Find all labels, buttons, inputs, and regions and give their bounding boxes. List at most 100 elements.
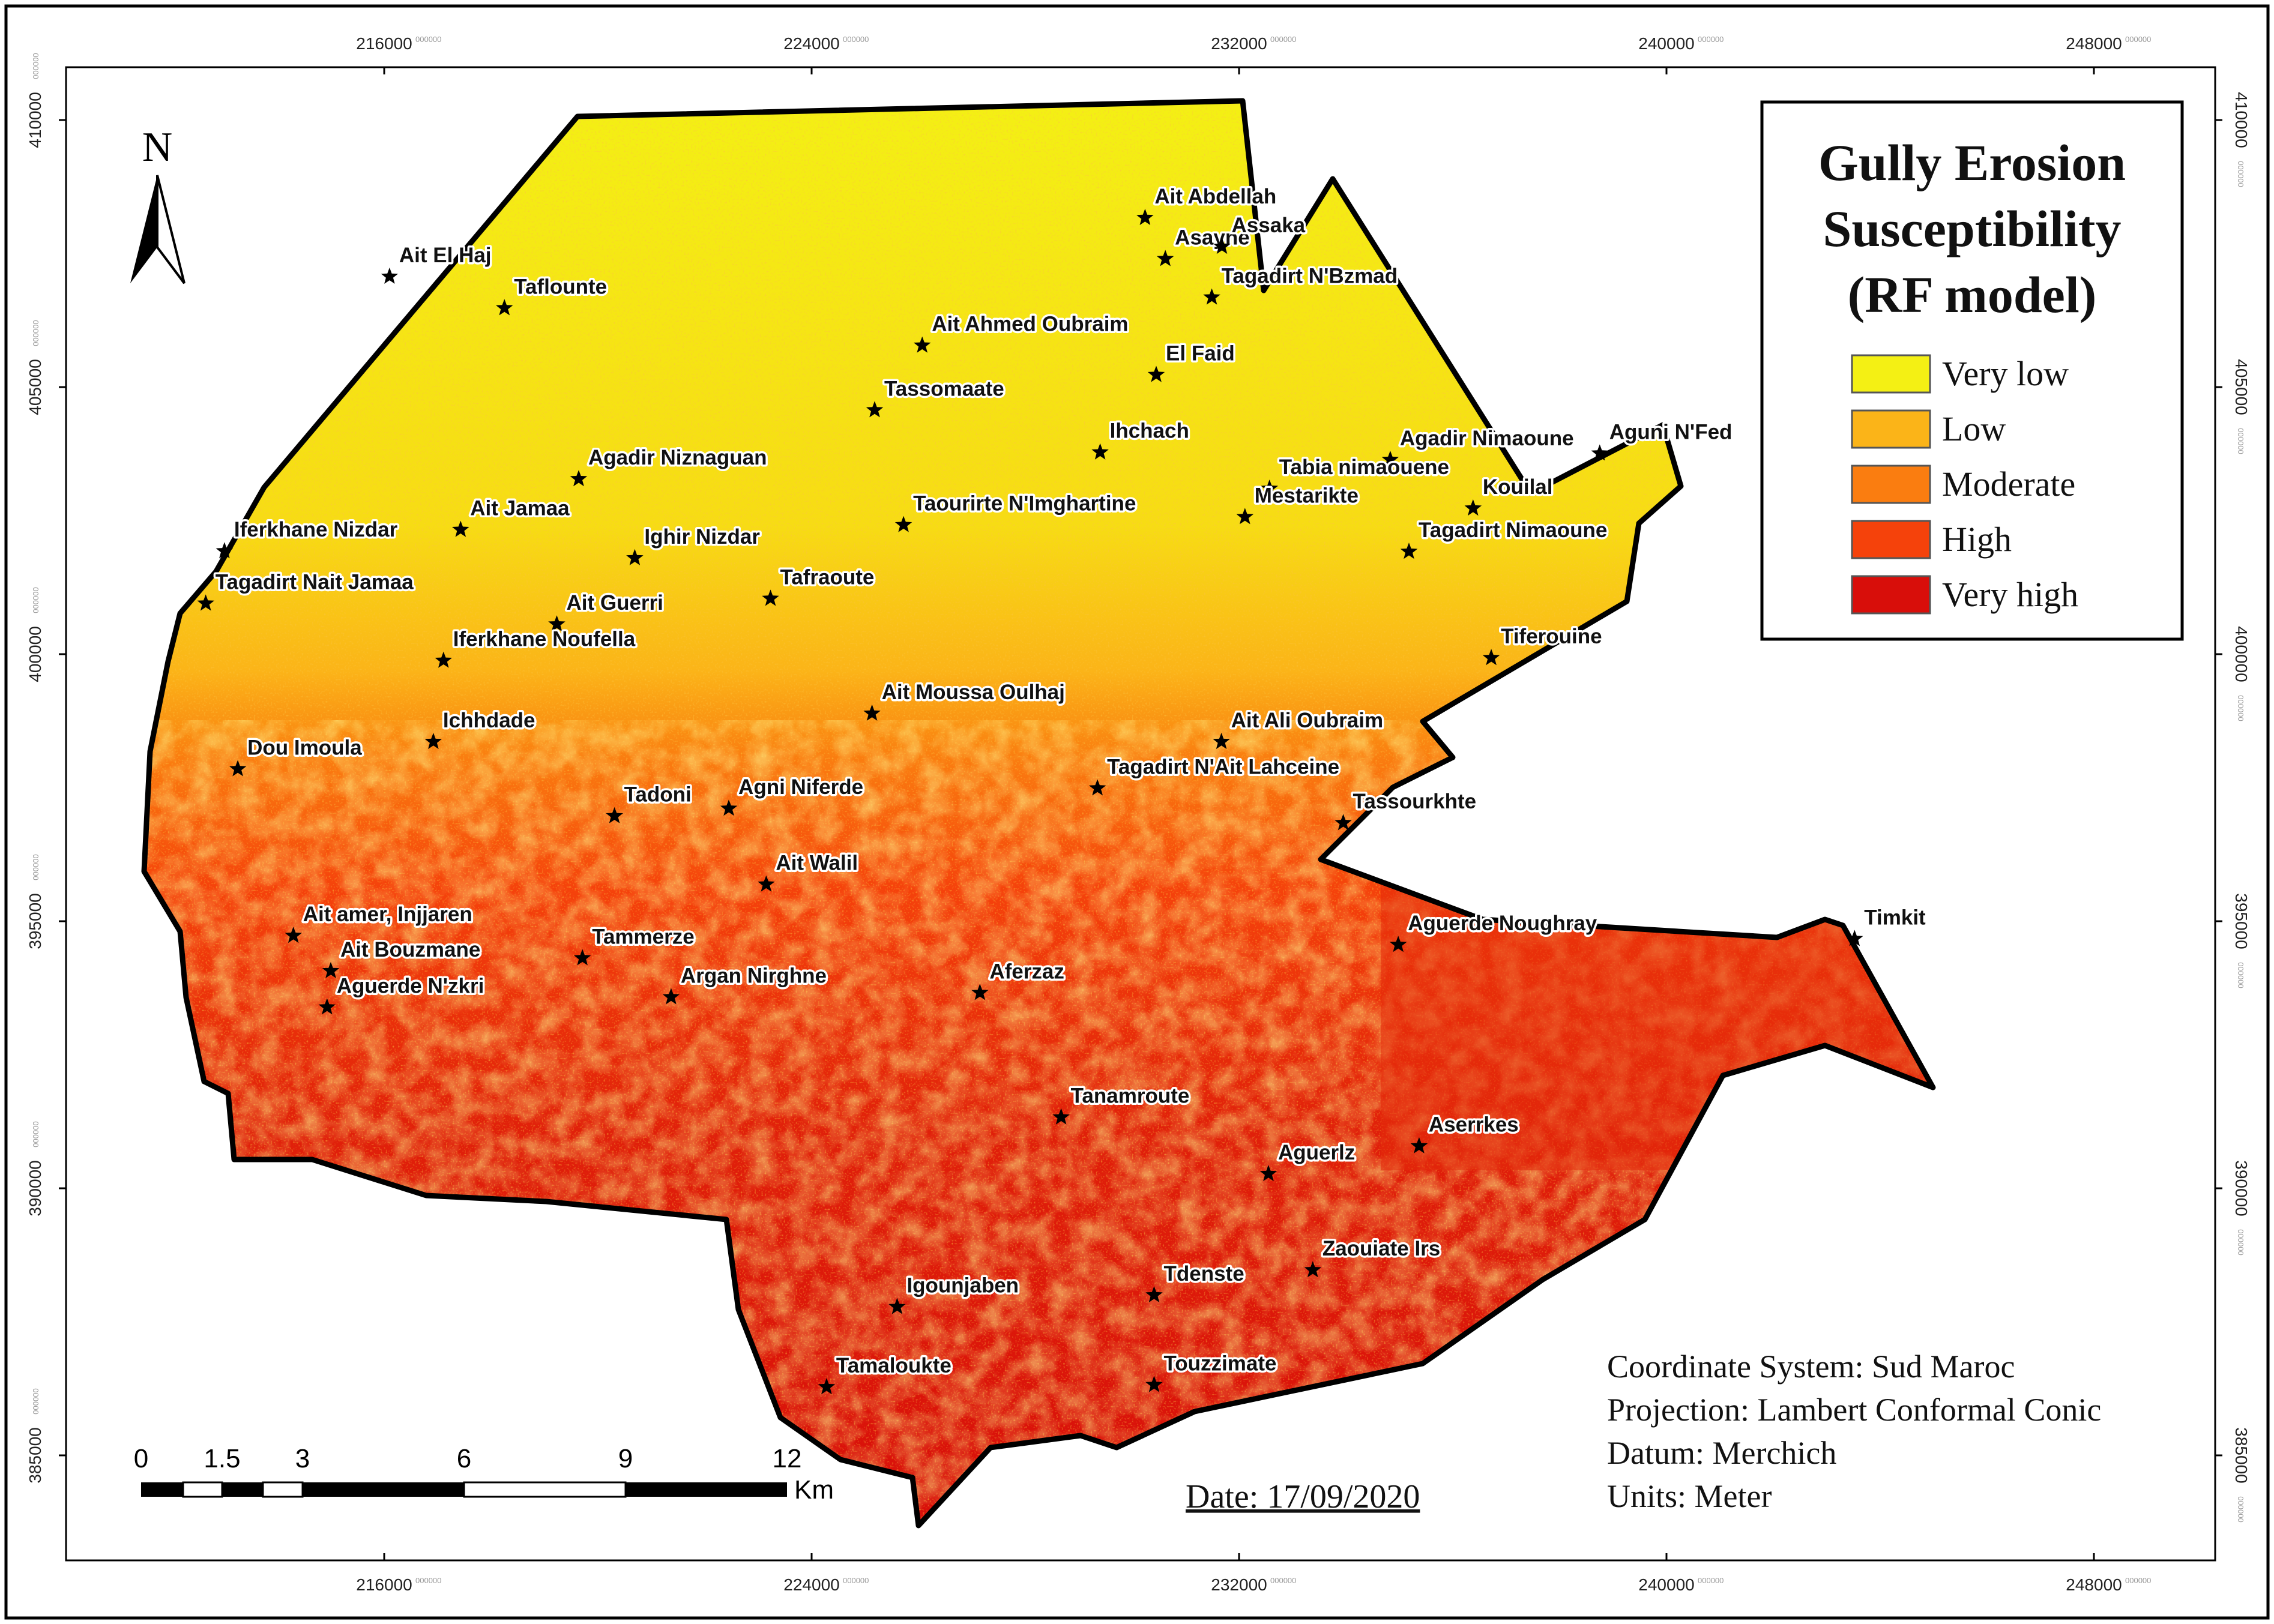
village-marker: Ait amer, Injjaren bbox=[285, 901, 474, 943]
village-label: Tagadirt Nimaoune bbox=[1419, 519, 1607, 542]
village-marker: Tdenste bbox=[1145, 1260, 1246, 1303]
village-marker: El Faid bbox=[1147, 340, 1237, 382]
star-icon bbox=[1147, 365, 1165, 382]
x-tick-suffix: 000000 bbox=[1270, 35, 1296, 44]
village-label: Tabia nimaouene bbox=[1279, 456, 1449, 479]
scale-seg bbox=[222, 1482, 263, 1497]
star-icon bbox=[1259, 1165, 1277, 1182]
star-icon bbox=[1304, 1261, 1322, 1278]
y-tick-labels-right: 410000 000000 405000 000000 400000 000000 3950… bbox=[2215, 92, 2251, 1523]
village-marker: Mestarikte bbox=[1236, 482, 1360, 525]
village-marker: Ait Moussa Oulhaj bbox=[863, 678, 1067, 721]
star-icon bbox=[1381, 451, 1399, 468]
village-label: Tagadirt Nait Jamaa bbox=[216, 570, 414, 594]
village-label: Ichhdade bbox=[443, 709, 535, 732]
y-tick-label: 385000 bbox=[2232, 1427, 2251, 1483]
village-label: Agni Niferde bbox=[738, 775, 863, 799]
scale-bar-label: 0 bbox=[134, 1444, 148, 1473]
village-label: Tamaloukte bbox=[836, 1354, 952, 1377]
village-marker: Ait Ali Oubraim bbox=[1213, 706, 1386, 750]
village-marker: Aserrkes bbox=[1410, 1111, 1521, 1153]
village-marker: Aguerde N'zkri bbox=[318, 972, 486, 1015]
village-marker: Ait Jamaa bbox=[452, 495, 572, 537]
legend: Gully Erosion Susceptibility (RF model) … bbox=[1760, 100, 2184, 641]
y-tick-label: 395000 bbox=[26, 893, 44, 949]
y-tick-label: 410000 bbox=[2232, 92, 2251, 148]
x-tick-label: 248000 bbox=[2066, 1575, 2122, 1594]
star-icon bbox=[1203, 288, 1220, 305]
scale-bar-label: 12 bbox=[773, 1444, 802, 1473]
y-tick-label: 410000 bbox=[26, 92, 44, 148]
village-marker: Aguerlz bbox=[1259, 1138, 1357, 1182]
info-line-4: Units: Meter bbox=[1607, 1478, 1772, 1514]
star-icon bbox=[322, 961, 340, 978]
village-label: Ait Abdellah bbox=[1154, 185, 1276, 208]
star-icon bbox=[1390, 936, 1407, 952]
village-marker: Timkit bbox=[1846, 904, 1928, 946]
village-marker: Ait Abdellah bbox=[1136, 182, 1279, 225]
village-label: Tammerze bbox=[592, 925, 695, 948]
village-label: Kouilal bbox=[1483, 475, 1553, 499]
village-label: Iferkhane Noufella bbox=[453, 628, 636, 651]
village-label: Ait amer, Injjaren bbox=[303, 903, 472, 926]
star-icon bbox=[1400, 543, 1418, 559]
y-tick-label: 400000 bbox=[2232, 626, 2251, 682]
village-label: Argan Nirghne bbox=[681, 964, 827, 987]
star-icon bbox=[894, 516, 912, 532]
village-marker: Aguni N'Fed bbox=[1591, 418, 1734, 461]
legend-items: Very low Low Moderate High Very high bbox=[1851, 354, 2078, 615]
village-marker: Agni Niferde bbox=[720, 774, 866, 816]
y-tick-suffix: 000000 bbox=[31, 1388, 40, 1414]
info-line-3: Datum: Merchich bbox=[1607, 1435, 1836, 1471]
village-marker: Ait Guerri bbox=[548, 589, 665, 632]
legend-label: Low bbox=[1942, 409, 2006, 448]
village-marker: Tagadirt N'Bzmad bbox=[1203, 262, 1400, 305]
village-marker: Ighir Nizdar bbox=[626, 523, 762, 565]
x-tick-label: 216000 bbox=[356, 34, 412, 53]
star-icon bbox=[318, 998, 336, 1015]
village-marker: Ait El Haj bbox=[381, 241, 493, 284]
village-label: Agadir Nimaoune bbox=[1400, 427, 1574, 450]
legend-label: Very low bbox=[1942, 354, 2069, 393]
star-icon bbox=[548, 615, 565, 632]
star-icon bbox=[1088, 779, 1106, 796]
village-label: Tdenste bbox=[1163, 1262, 1244, 1286]
north-arrow-icon bbox=[130, 175, 157, 283]
village-label: Aguerde N'zkri bbox=[337, 974, 484, 997]
village-marker: Aguerde Noughray bbox=[1390, 910, 1599, 952]
north-label: N bbox=[142, 124, 173, 170]
village-label: Aguni N'Fed bbox=[1609, 420, 1733, 444]
x-tick-labels-bottom: 216000 000000 224000 000000 232000 000000 2400… bbox=[356, 1553, 2151, 1594]
scale-seg bbox=[626, 1482, 787, 1497]
village-label: Dou Imoula bbox=[247, 736, 362, 759]
legend-box bbox=[1760, 100, 2184, 641]
x-tick-label: 232000 bbox=[1211, 1575, 1267, 1594]
legend-swatch bbox=[1851, 354, 1931, 394]
village-marker: Dou Imoula bbox=[229, 734, 364, 777]
village-marker: Taourirte N'Imghartine bbox=[894, 490, 1138, 532]
scale-bar-label: 1.5 bbox=[204, 1444, 240, 1473]
village-marker: Tagadirt N'Ait Lahceine bbox=[1088, 753, 1342, 796]
star-icon bbox=[229, 760, 247, 777]
star-icon bbox=[971, 984, 989, 1000]
star-icon bbox=[1482, 649, 1500, 666]
scale-seg bbox=[262, 1481, 304, 1498]
village-marker: Agadir Niznaguan bbox=[570, 444, 769, 487]
star-icon bbox=[863, 704, 881, 721]
star-icon bbox=[866, 401, 884, 418]
star-icon bbox=[1261, 480, 1278, 496]
x-tick-label: 232000 bbox=[1211, 34, 1267, 53]
x-tick-label: 216000 bbox=[356, 1575, 412, 1594]
x-tick-label: 240000 bbox=[1638, 34, 1694, 53]
village-label: Taourirte N'Imghartine bbox=[913, 492, 1136, 516]
star-icon bbox=[762, 589, 779, 606]
village-label: Agadir Niznaguan bbox=[588, 446, 767, 469]
star-icon bbox=[1213, 733, 1230, 750]
y-tick-label: 400000 bbox=[26, 626, 44, 682]
star-icon bbox=[1052, 1108, 1070, 1125]
village-label: Aguerde Noughray bbox=[1408, 912, 1597, 935]
village-marker: Assaka bbox=[1213, 211, 1307, 254]
scale-bar-labels: 0 1.5 3 6 9 12 bbox=[134, 1444, 802, 1473]
star-icon bbox=[1846, 930, 1863, 946]
